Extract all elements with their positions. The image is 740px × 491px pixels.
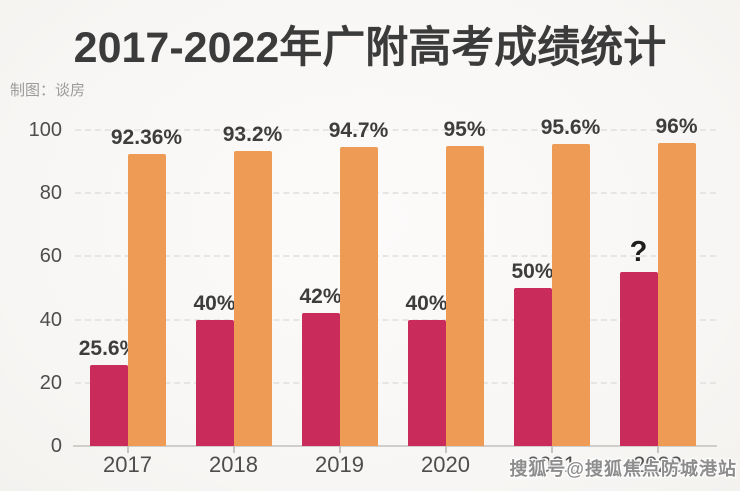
bar-value-label: 40%	[193, 291, 236, 315]
bar-value-label: ?	[629, 236, 648, 269]
bar-red	[407, 319, 446, 446]
bar-value-label: 92.36%	[110, 126, 183, 150]
y-axis-tick-label: 100	[28, 119, 62, 141]
bar-value-label: 40%	[405, 291, 448, 315]
y-axis-tick-label: 40	[39, 308, 62, 331]
bar-value-label: 95.6%	[540, 115, 601, 139]
x-axis-category-label: 2019	[315, 452, 364, 477]
y-gridline	[75, 318, 716, 321]
bar-red	[195, 319, 234, 446]
x-axis-tick	[232, 446, 235, 453]
bar-value-label: 93.2%	[222, 123, 283, 147]
chart-title: 2017-2022年广附高考成绩统计	[73, 24, 667, 72]
x-axis-tick	[550, 446, 553, 453]
credit-byline: 制图：谈房	[10, 82, 86, 99]
x-axis-category-label: 2021	[527, 452, 576, 477]
y-gridline	[75, 255, 716, 258]
bar-orange	[657, 142, 696, 446]
x-axis-tick	[656, 446, 659, 453]
y-axis-tick-label: 20	[39, 371, 62, 394]
bar-value-label: 96%	[655, 114, 698, 138]
bar-orange	[339, 146, 378, 446]
x-axis-category-label: 2020	[421, 452, 470, 477]
bar-value-label: 25.6%	[78, 337, 139, 361]
y-axis-tick-label: 0	[50, 435, 62, 457]
y-axis-tick-label: 80	[39, 182, 62, 205]
x-axis-category-label: 2018	[209, 452, 258, 477]
bar-red	[513, 288, 552, 446]
x-axis-tick	[338, 446, 341, 453]
bar-red	[619, 272, 658, 446]
x-axis-category-label: 2022	[633, 452, 682, 477]
bar-value-label: 94.7%	[328, 118, 389, 142]
bar-orange	[445, 145, 484, 446]
x-axis-category-label: 2017	[103, 452, 152, 477]
bar-value-label: 95%	[443, 117, 486, 141]
bar-orange	[233, 151, 272, 446]
y-gridline	[75, 129, 716, 131]
bar-orange	[127, 154, 166, 446]
bar-red	[89, 365, 128, 446]
x-axis-tick	[126, 446, 129, 453]
y-gridline	[75, 192, 716, 195]
bar-value-label: 50%	[511, 260, 554, 283]
y-gridline	[75, 381, 716, 384]
x-axis-line	[73, 445, 717, 447]
bar-value-label: 42%	[299, 285, 342, 309]
x-axis-tick	[444, 446, 447, 453]
y-axis-tick-label: 60	[39, 245, 62, 268]
bar-orange	[551, 143, 590, 446]
watermark-text: 搜狐号@搜狐焦点防城港站	[509, 459, 737, 479]
bar-red	[301, 313, 340, 446]
